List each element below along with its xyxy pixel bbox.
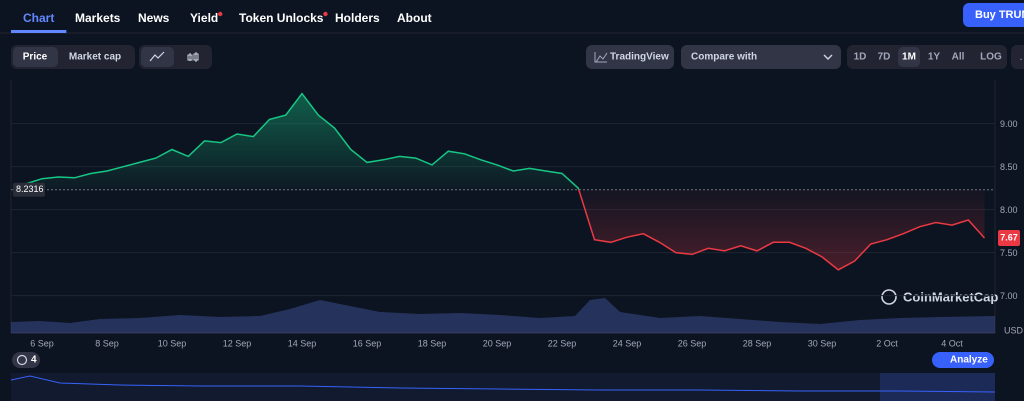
nav-tab[interactable]: Yield xyxy=(190,11,218,25)
reference-label: 8.2316 xyxy=(16,184,44,194)
tab-dot xyxy=(323,11,328,17)
watermark-logo xyxy=(881,289,897,305)
nav-tab[interactable]: Token Unlocks xyxy=(239,11,324,25)
tab-dot xyxy=(218,11,223,17)
last-price-label: 7.67 xyxy=(1000,232,1018,242)
watermark: CoinMarketCap xyxy=(903,289,998,304)
toggle-price: Price xyxy=(23,52,48,63)
y-tick-label: 7.00 xyxy=(1000,291,1018,301)
buy-label: Buy TRUMP xyxy=(975,9,1024,21)
candle-icon[interactable] xyxy=(187,52,199,62)
y-tick-label: 9.00 xyxy=(1000,119,1018,129)
x-tick-label: 28 Sep xyxy=(743,338,772,348)
tradingview-icon xyxy=(594,52,608,63)
x-tick-label: 6 Sep xyxy=(30,338,54,348)
range-button[interactable]: 1D xyxy=(854,52,867,63)
range-button[interactable]: 1M xyxy=(902,52,916,63)
dropdown-caret xyxy=(823,54,833,60)
x-tick-label: 18 Sep xyxy=(418,338,447,348)
x-tick-label: 2 Oct xyxy=(876,338,898,348)
x-tick-label: 14 Sep xyxy=(288,338,317,348)
log-button[interactable]: LOG xyxy=(980,52,1002,63)
tab-underline xyxy=(11,30,67,33)
x-tick-label: 20 Sep xyxy=(483,338,512,348)
toggle-active[interactable] xyxy=(13,47,58,67)
navigator-window[interactable] xyxy=(880,373,995,401)
compare-dropdown[interactable] xyxy=(681,45,841,69)
range-button[interactable]: 7D xyxy=(878,52,891,63)
price-area xyxy=(25,93,985,270)
y-tick-label: 7.50 xyxy=(1000,248,1018,258)
tradingview-label: TradingView xyxy=(610,52,669,63)
x-tick-label: 24 Sep xyxy=(613,338,642,348)
range-button[interactable]: All xyxy=(952,52,965,63)
nav-tab[interactable]: About xyxy=(397,11,432,25)
nav-tab[interactable]: News xyxy=(138,11,170,25)
x-tick-label: 16 Sep xyxy=(353,338,382,348)
price-line xyxy=(25,92,986,271)
y-tick-label: 8.50 xyxy=(1000,162,1018,172)
buy-button[interactable] xyxy=(963,3,1024,27)
volume-area xyxy=(11,298,995,333)
nav-tab[interactable]: Markets xyxy=(75,11,121,25)
x-tick-label: 30 Sep xyxy=(808,338,837,348)
range-group xyxy=(847,45,1007,69)
range-button[interactable]: 1Y xyxy=(928,52,941,63)
analyze-button[interactable] xyxy=(932,352,994,368)
x-tick-label: 10 Sep xyxy=(158,338,187,348)
x-tick-label: 26 Sep xyxy=(678,338,707,348)
navigator xyxy=(11,373,995,401)
analyze-label: Analyze xyxy=(950,355,988,366)
tradingview-button[interactable] xyxy=(586,45,674,69)
range-active xyxy=(898,47,920,67)
x-tick-label: 8 Sep xyxy=(95,338,119,348)
toggle-marketcap[interactable]: Market cap xyxy=(69,52,121,63)
line-icon xyxy=(149,51,165,62)
history-icon xyxy=(16,354,28,366)
x-tick-label: 12 Sep xyxy=(223,338,252,348)
reference-badge xyxy=(13,182,45,197)
nav-tab[interactable]: Holders xyxy=(335,11,380,25)
navigator-line xyxy=(10,375,996,393)
compare-label: Compare with xyxy=(691,52,757,63)
history-count: 4 xyxy=(31,355,37,366)
x-tick-label: 22 Sep xyxy=(548,338,577,348)
nav-tab[interactable]: Chart xyxy=(23,11,54,25)
more-button[interactable] xyxy=(1011,45,1024,69)
more-icon: … xyxy=(1019,51,1024,63)
x-tick-label: 4 Oct xyxy=(941,338,963,348)
y-tick-label: 8.00 xyxy=(1000,205,1018,215)
last-price-badge xyxy=(998,230,1020,247)
y-axis-label: USD xyxy=(1004,325,1024,335)
